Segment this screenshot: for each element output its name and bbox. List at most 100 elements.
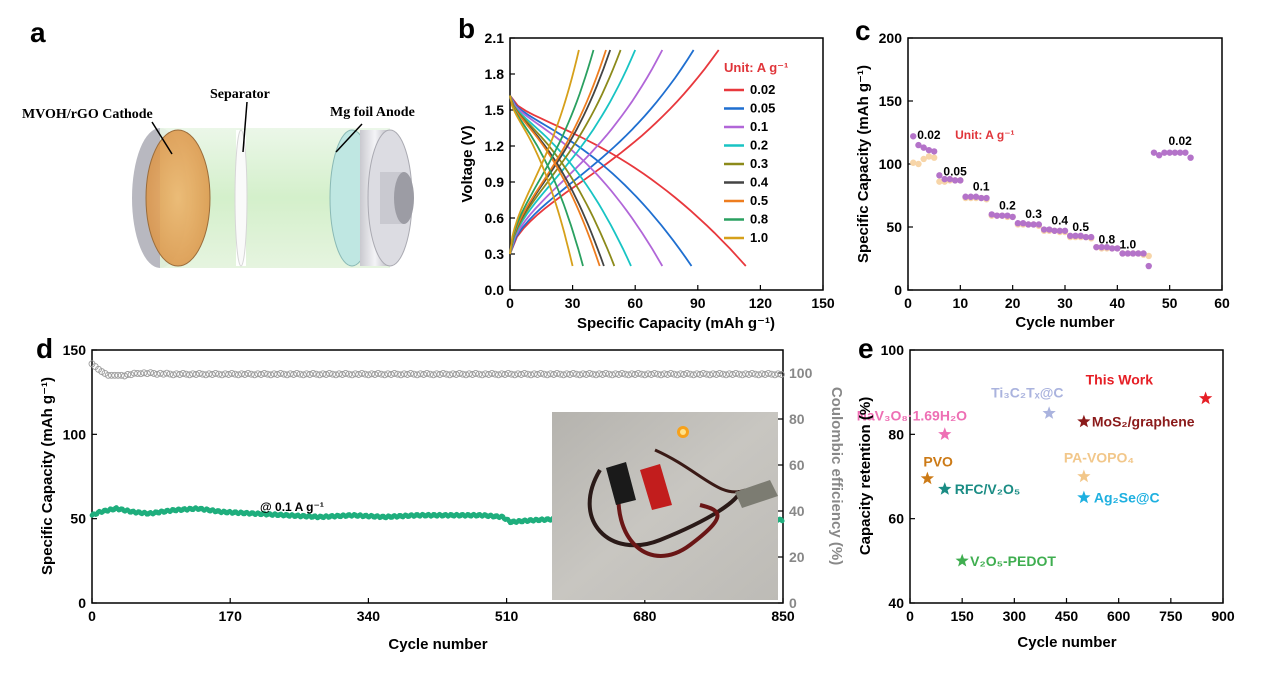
ce-point [660,370,668,378]
ce-point [234,371,242,379]
legend-title-b: Unit: A g⁻¹ [724,60,788,75]
ce-point [722,371,730,379]
x-tick-label: 450 [1055,608,1079,624]
ce-point [699,370,707,377]
panel-label-e: e [858,333,874,364]
ce-point [693,370,701,378]
ce-point [244,370,252,377]
ce-point [179,370,187,377]
ce-point [436,371,444,378]
x-tick-label: 20 [1005,295,1021,311]
ce-point [182,370,190,378]
ce-point [439,370,447,377]
ce-point [625,371,632,379]
ce-point [160,370,167,378]
ce-point [192,371,200,378]
y-tick-label: 40 [888,595,904,611]
ce-point [101,370,109,377]
ce-point [358,370,366,377]
ce-point [270,370,278,378]
battery-illustration: MVOH/rGO Cathode Separator Mg foil Anode [22,87,415,268]
charge-curve-0.1 [509,49,664,255]
x-tick-label: 150 [811,295,835,311]
x-tick-label: 30 [1057,295,1073,311]
ce-point [777,371,785,378]
x-tick-label: 680 [633,608,657,624]
x-tick-label: 40 [1110,295,1126,311]
ce-point [273,371,281,378]
charge-point [915,160,922,168]
ce-point [403,371,411,378]
ce-point [306,371,314,378]
ce-point [420,371,428,378]
ce-point [163,369,171,377]
ce-point [247,370,255,378]
ce-point [374,370,382,377]
ce-point [332,371,340,379]
legend-label: 0.02 [750,82,775,97]
ce-point [761,371,769,378]
unit-label-c: Unit: A g⁻¹ [955,128,1014,142]
y2-tick-label: 80 [789,411,805,427]
y-tick-label: 1.8 [485,66,505,82]
discharge-curve-0.8 [509,95,584,267]
ce-point [309,370,317,377]
ce-point [602,370,610,377]
ce-point [729,371,737,378]
ce-point [277,370,285,377]
ce-point [426,370,434,378]
y-tick-label: 0.6 [485,210,505,226]
discharge-point [1067,232,1074,240]
x-tick-label: 10 [953,295,969,311]
ce-point [384,370,392,378]
charge-curve-0.3 [509,49,622,255]
ce-point [764,370,772,377]
ce-point [673,371,681,379]
x-axis-title-d: Cycle number [388,636,487,653]
ce-point [195,370,203,377]
ce-point [573,370,580,378]
discharge-point [1093,243,1100,251]
ce-point [416,370,424,378]
ce-point [130,369,138,377]
rate-label: 0.8 [1099,232,1116,246]
cathode-disc [146,130,210,266]
black-wire [587,468,742,548]
legend-label: 0.8 [750,212,768,227]
discharge-point [1140,250,1147,257]
y-tick-label: 100 [879,156,903,172]
ce-point [189,370,197,378]
ce-point [114,371,122,379]
ce-point [618,370,626,377]
x-tick-label: 300 [1003,608,1027,624]
ce-point [98,368,106,376]
ce-point [771,371,779,379]
ce-point [774,370,782,378]
charge-curve-1.0 [509,49,580,255]
ce-point [312,370,320,378]
charge-point [925,153,933,160]
y-axis-title-b: Voltage (V) [459,125,476,202]
charge-curve-0.8 [509,49,595,255]
plot-frame-d [91,349,784,604]
ce-point [582,371,590,378]
ce-point [595,370,603,378]
y-tick-label: 150 [879,93,903,109]
ce-point [413,371,421,379]
discharge-point [1077,232,1084,240]
retention-star [920,471,934,485]
ce-point [124,371,132,378]
discharge-point [1166,149,1173,156]
ce-point [355,371,363,378]
panel-label-c: c [855,15,871,46]
y2-tick-label: 0 [789,595,797,611]
ce-point [329,370,337,378]
ce-point [514,370,522,378]
ce-point [667,370,675,377]
ce-point [465,370,473,378]
ce-point [218,371,226,379]
ce-point [205,370,213,378]
axes-c: 0 10 20 30 40 50 60 0 50 100 150 200 [879,30,1230,311]
panel-e: e 0 150 300 450 600 750 900 40 60 80 100 This Work… [857,333,1235,651]
